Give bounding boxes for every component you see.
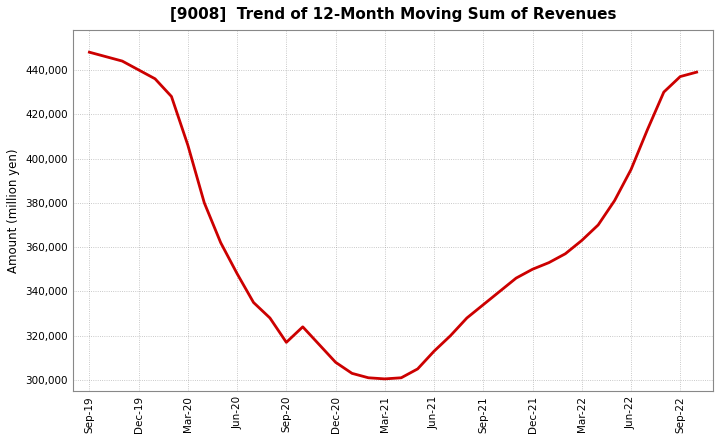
Y-axis label: Amount (million yen): Amount (million yen): [7, 148, 20, 273]
Title: [9008]  Trend of 12-Month Moving Sum of Revenues: [9008] Trend of 12-Month Moving Sum of R…: [170, 7, 616, 22]
